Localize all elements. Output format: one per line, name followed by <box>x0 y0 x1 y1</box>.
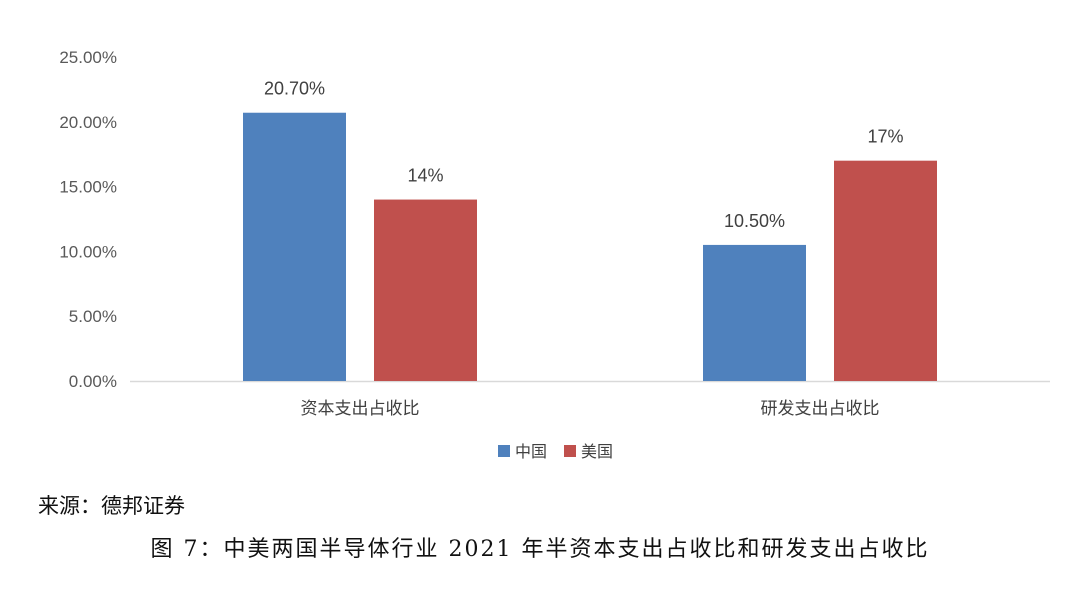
legend-label: 美国 <box>581 442 613 461</box>
bar-china <box>243 112 346 381</box>
bar-china <box>703 244 806 381</box>
y-tick-label: 25.00% <box>59 48 117 67</box>
y-tick-label: 5.00% <box>69 307 117 326</box>
y-tick-label: 0.00% <box>69 372 117 391</box>
data-label: 17% <box>867 127 903 147</box>
source-note: 来源：德邦证券 <box>38 494 185 518</box>
data-label: 20.70% <box>264 79 325 99</box>
legend-swatch <box>498 445 510 457</box>
bar-chart: 0.00% 5.00% 10.00% 15.00% 20.00% 25.00% 20.70%… <box>59 48 1050 461</box>
figure-caption: 图 7：中美两国半导体行业 2021 年半资本支出占收比和研发支出占收比 <box>150 537 930 562</box>
bar-usa <box>834 160 937 381</box>
bar-usa <box>374 199 477 381</box>
category-label: 资本支出占收比 <box>301 399 420 419</box>
legend-label: 中国 <box>515 442 547 461</box>
y-tick-label: 20.00% <box>59 113 117 132</box>
data-label: 14% <box>407 166 443 186</box>
y-tick-label: 15.00% <box>59 178 117 197</box>
y-tick-label: 10.00% <box>59 242 117 261</box>
legend-swatch <box>564 445 576 457</box>
data-label: 10.50% <box>724 211 785 231</box>
category-label: 研发支出占收比 <box>761 399 880 419</box>
